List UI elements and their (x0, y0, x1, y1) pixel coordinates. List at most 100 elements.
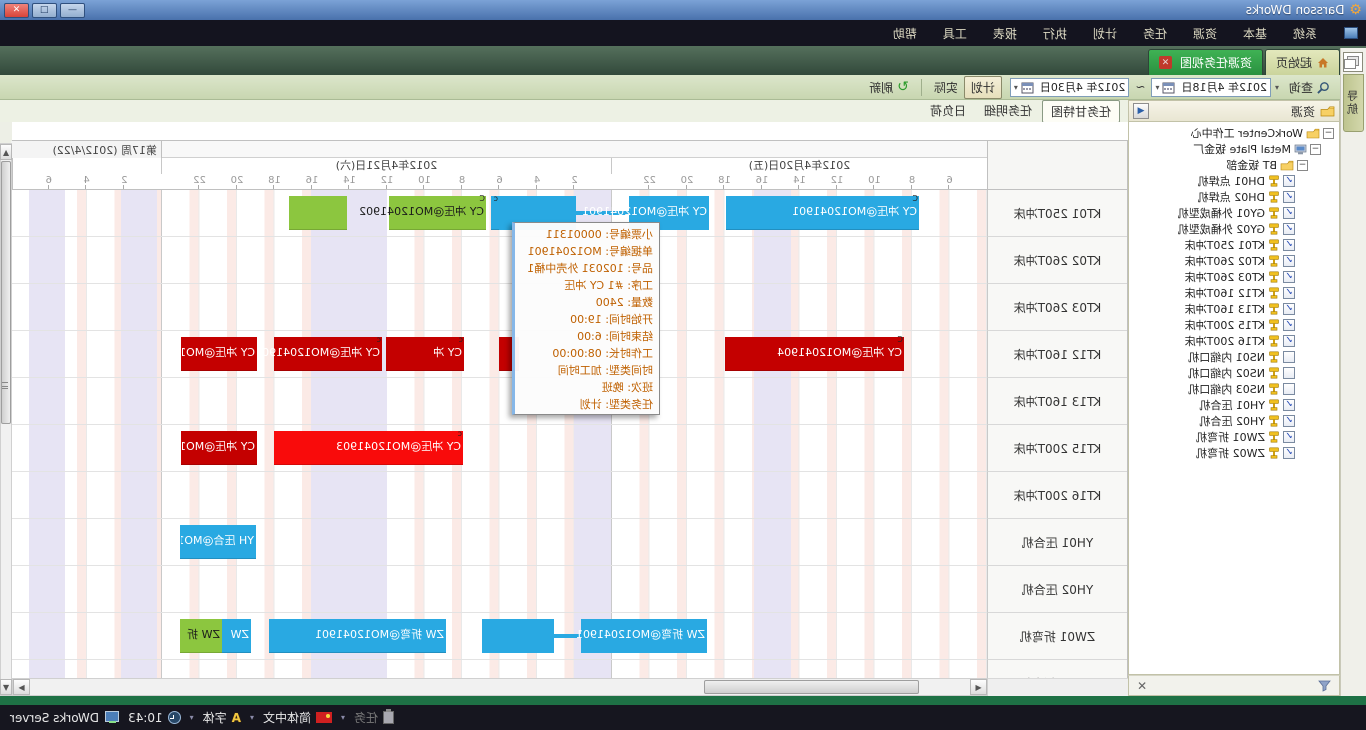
task-bar[interactable]: ZW 折 (180, 619, 222, 653)
calendar-icon[interactable] (1021, 81, 1034, 94)
close-tab-icon[interactable]: ✕ (1158, 56, 1172, 69)
task-bar[interactable]: C CY 冲压@MO12041902 (359, 194, 486, 230)
task-bar[interactable]: ZW (222, 619, 251, 653)
minimize-button[interactable]: — (60, 2, 85, 18)
scroll-up-arrow[interactable]: ▲ (0, 144, 12, 160)
checkbox[interactable]: ✓ (1283, 415, 1295, 427)
expand-icon[interactable]: − (1323, 127, 1334, 139)
gantt-row-timeline[interactable]: ZW 折弯@MO12041901 ZW 折弯@MO12041901 ZW ZW 折 (12, 613, 987, 660)
checkbox[interactable]: ✓ (1283, 335, 1295, 347)
checkbox[interactable] (1283, 383, 1295, 395)
task-bar[interactable]: c (491, 194, 499, 230)
tree-item[interactable]: ✓ KT03 260T冲床 (1129, 269, 1339, 285)
app-menu-icon[interactable] (1344, 27, 1358, 39)
tab-resource-task-view[interactable]: 资源任务视图 ✕ (1147, 49, 1263, 75)
tree-item[interactable]: ✓ DH01 点焊机 (1129, 173, 1339, 189)
task-bar[interactable]: C CY 冲压@MO12041901 (726, 194, 919, 230)
window-list-icon[interactable] (1343, 52, 1364, 72)
date-to-input[interactable]: 2012年 4月30日 ▾ (1009, 77, 1130, 97)
tree-item[interactable]: − WorkCenter 工作中心 (1129, 125, 1339, 141)
taskbar-task[interactable]: 任务 (354, 709, 395, 726)
checkbox[interactable]: ✓ (1283, 319, 1295, 331)
scroll-down-arrow[interactable]: ▼ (0, 679, 12, 695)
gantt-row-timeline[interactable]: c CY 冲压@MO12041903 CY 冲压@MO1 (12, 425, 987, 472)
filter-icon[interactable] (1318, 680, 1331, 692)
plan-toggle-button[interactable]: 计划 (963, 75, 1002, 99)
taskbar-font[interactable]: A 字体 (203, 709, 241, 726)
close-button[interactable]: ✕ (4, 2, 29, 18)
date-from-dropdown-icon[interactable]: ▾ (1155, 82, 1160, 92)
gantt-row-timeline[interactable] (12, 237, 987, 284)
checkbox[interactable]: ✓ (1283, 303, 1295, 315)
gantt-row-timeline[interactable]: C CY 冲压@MO12041901 CY 冲压@MO12041901 c C CY 冲压… (12, 190, 987, 237)
checkbox[interactable] (1283, 351, 1295, 363)
gantt-row-timeline[interactable] (12, 284, 987, 331)
maximize-button[interactable]: □ (32, 2, 57, 18)
scroll-right-arrow[interactable]: ▶ (13, 679, 30, 695)
scroll-thumb[interactable] (1, 161, 11, 424)
checkbox[interactable]: ✓ (1283, 255, 1295, 267)
view-tab-load[interactable]: 日负荷 (929, 103, 966, 118)
tree-item[interactable]: ✓ GY02 外桶成型机 (1129, 221, 1339, 237)
tree-item[interactable]: ✓ KT13 160T冲床 (1129, 301, 1339, 317)
search-dropdown-icon[interactable]: ▾ (1274, 82, 1279, 92)
collapse-panel-button[interactable]: ◀ (1133, 103, 1149, 119)
checkbox[interactable]: ✓ (1283, 191, 1295, 203)
checkbox[interactable]: ✓ (1283, 223, 1295, 235)
scroll-thumb[interactable] (704, 680, 919, 694)
view-tab-detail[interactable]: 任务明细 (983, 103, 1032, 118)
tree-item[interactable]: ✓ YH02 压合机 (1129, 413, 1339, 429)
tree-item[interactable]: ✓ DH02 点焊机 (1129, 189, 1339, 205)
menu-item[interactable]: 基本 (1242, 26, 1267, 41)
tab-start-page[interactable]: 起始页 (1264, 49, 1340, 75)
calendar-icon[interactable] (1162, 81, 1175, 94)
gantt-row-timeline[interactable] (12, 566, 987, 613)
checkbox[interactable]: ✓ (1283, 287, 1295, 299)
checkbox[interactable]: ✓ (1283, 431, 1295, 443)
menu-item[interactable]: 工具 (942, 26, 967, 41)
v-scrollbar[interactable]: ▲ ▼ (0, 143, 12, 696)
chevron-down-icon[interactable]: ▾ (341, 713, 346, 722)
tree-item[interactable]: NS02 内缩口机 (1129, 365, 1339, 381)
task-bar[interactable]: CY 冲压@MO1 (181, 431, 257, 465)
gantt-row-timeline[interactable]: YH 压合@MO1 (12, 519, 987, 566)
tree-item[interactable]: ✓ KT16 200T冲床 (1129, 333, 1339, 349)
task-bar[interactable]: ZW 折弯@MO12041901 (269, 619, 446, 653)
menu-item[interactable]: 任务 (1142, 26, 1167, 41)
tree-item[interactable]: NS03 内缩口机 (1129, 381, 1339, 397)
tree-item[interactable]: ✓ ZW02 折弯机 (1129, 445, 1339, 461)
menu-item[interactable]: 帮助 (892, 26, 917, 41)
tree-item[interactable]: ✓ ZW01 折弯机 (1129, 429, 1339, 445)
tree-item[interactable]: ✓ KT12 160T冲床 (1129, 285, 1339, 301)
chevron-down-icon[interactable]: ▾ (189, 713, 194, 722)
task-bar[interactable]: c CY 冲 (386, 335, 464, 371)
view-tab-gantt[interactable]: 任务甘特图 (1041, 99, 1120, 123)
clear-filter-icon[interactable]: ✕ (1137, 678, 1148, 693)
taskbar-clock[interactable]: 10:43 (128, 711, 181, 725)
checkbox[interactable]: ✓ (1283, 271, 1295, 283)
checkbox[interactable]: ✓ (1283, 239, 1295, 251)
date-to-dropdown-icon[interactable]: ▾ (1013, 82, 1018, 92)
gantt-row-timeline[interactable] (12, 378, 987, 425)
actual-toggle-button[interactable]: 实际 (928, 77, 964, 98)
checkbox[interactable] (1283, 367, 1295, 379)
h-scrollbar[interactable]: ◀ ▶ (12, 678, 988, 696)
checkbox[interactable]: ✓ (1283, 175, 1295, 187)
navigator-collapsed-tab[interactable]: 导航 (1343, 74, 1364, 132)
refresh-button[interactable]: ↻ 刷新 (863, 77, 915, 98)
tree-item[interactable]: − BT 钣金部 (1129, 157, 1339, 173)
gantt-row-timeline[interactable] (12, 472, 987, 519)
expand-icon[interactable]: − (1297, 159, 1308, 171)
task-bar[interactable]: YH 压合@MO1 (180, 525, 256, 559)
taskbar-language[interactable]: 简体中文 (263, 709, 332, 726)
task-bar[interactable]: ZW 折弯@MO12041901 (482, 619, 707, 653)
tree-item[interactable]: NS01 内缩口机 (1129, 349, 1339, 365)
task-bar[interactable] (289, 196, 347, 230)
search-button[interactable]: 查询 (1283, 77, 1336, 98)
gantt-row-timeline[interactable]: C CY 冲压@MO12041904 c CY 冲 c CY 冲压@MO12041904 C… (12, 331, 987, 378)
menu-item[interactable]: 报表 (992, 26, 1017, 41)
expand-icon[interactable]: − (1310, 143, 1321, 155)
checkbox[interactable]: ✓ (1283, 399, 1295, 411)
tree-item[interactable]: ✓ KT15 200T冲床 (1129, 317, 1339, 333)
task-bar[interactable]: c CY 冲压@MO12041903 (274, 429, 463, 465)
